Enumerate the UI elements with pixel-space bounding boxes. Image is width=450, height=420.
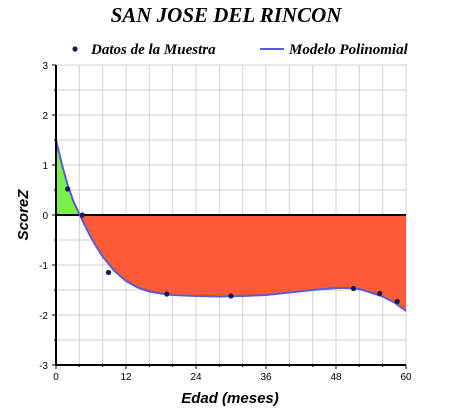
- x-axis-title: Edad (meses): [181, 390, 279, 407]
- legend-label-datos: Datos de la Muestra: [90, 42, 216, 58]
- data-point: [65, 186, 71, 192]
- y-tick-label: 2: [42, 111, 48, 122]
- legend-label-modelo: Modelo Polinomial: [288, 42, 409, 58]
- x-tick-label: 0: [53, 372, 59, 383]
- legend-marker-datos: [72, 46, 78, 52]
- y-tick-label: -3: [39, 361, 48, 372]
- data-point: [394, 298, 400, 305]
- x-tick-label: 12: [120, 372, 132, 383]
- data-point: [105, 269, 112, 276]
- data-point: [228, 293, 234, 299]
- legend: Datos de la Muestra Modelo Polinomial: [72, 42, 409, 58]
- data-point: [350, 285, 357, 292]
- x-tick-label: 60: [400, 372, 412, 383]
- chart-title: SAN JOSE DEL RINCON: [111, 3, 343, 27]
- x-tick-label: 24: [190, 372, 202, 383]
- y-tick-label: 1: [42, 161, 48, 172]
- y-tick-label: 3: [42, 61, 48, 72]
- x-tick-label: 36: [260, 372, 272, 383]
- fill-below-zero: [79, 215, 406, 311]
- y-axis-title: ScoreZ: [15, 189, 32, 241]
- x-tick-label: 48: [330, 372, 342, 383]
- y-tick-label: 0: [42, 211, 48, 222]
- data-point: [79, 212, 85, 218]
- y-tick-label: -1: [39, 261, 48, 272]
- data-point: [377, 290, 383, 297]
- fill-above-zero: [56, 140, 80, 215]
- data-point: [164, 291, 170, 297]
- y-tick-label: -2: [39, 311, 48, 322]
